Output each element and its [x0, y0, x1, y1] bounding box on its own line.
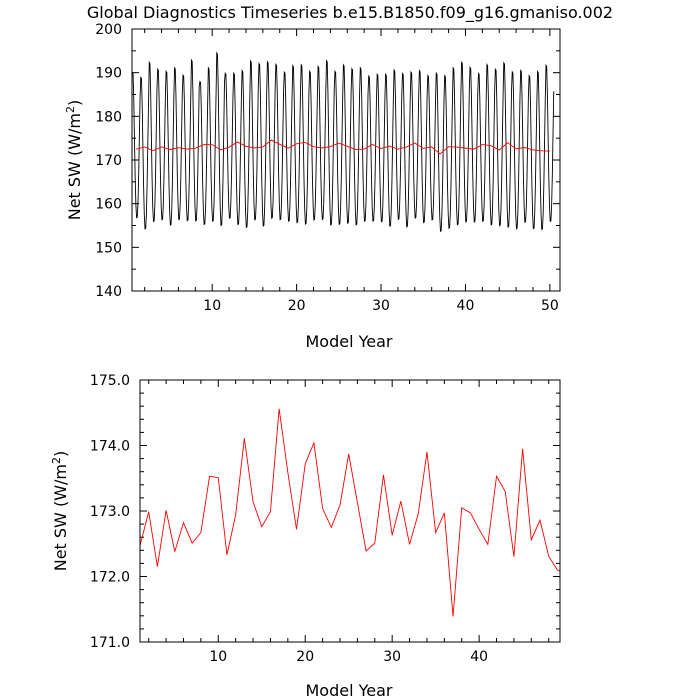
bottom-plot-series — [140, 408, 560, 617]
top-x-tick-label: 10 — [203, 298, 221, 314]
bottom-y-tick-label: 175.0 — [90, 373, 130, 389]
bottom-y-tick-label: 173.0 — [90, 504, 130, 520]
bottom-y-tick-label: 172.0 — [90, 570, 130, 586]
bottom-y-axis-label: Net SW (W/m2) — [50, 451, 70, 572]
top-series-0 — [132, 51, 555, 233]
bottom-x-tick-label: 40 — [470, 649, 488, 665]
top-plot-ticks: 10 20 30 40 50 140 150 160 170 180 190 200 — [95, 22, 560, 314]
top-x-tick-label: 40 — [457, 298, 475, 314]
bottom-y-tick-label: 174.0 — [90, 439, 130, 455]
top-plot-series — [132, 51, 555, 233]
top-x-axis-label: Model Year — [306, 332, 393, 351]
bottom-plot-ticks: 10 20 30 40 171.0 172.0 173.0 174.0 175.0 — [90, 373, 560, 665]
bottom-x-tick-label: 30 — [383, 649, 401, 665]
top-y-tick-label: 160 — [95, 197, 122, 213]
top-x-tick-label: 20 — [288, 298, 306, 314]
bottom-x-tick-label: 10 — [209, 649, 227, 665]
top-y-tick-label: 150 — [95, 240, 122, 256]
top-x-tick-label: 50 — [541, 298, 559, 314]
bottom-plot-frame — [139, 379, 561, 643]
top-y-tick-label: 180 — [95, 109, 122, 125]
bottom-x-tick-label: 20 — [296, 649, 314, 665]
page-title: Global Diagnostics Timeseries b.e15.B185… — [87, 3, 613, 23]
top-plot-frame — [131, 28, 561, 292]
top-y-tick-label: 200 — [95, 22, 122, 38]
top-x-tick-label: 30 — [372, 298, 390, 314]
bottom-series-0 — [140, 408, 560, 617]
top-y-axis-label: Net SW (W/m2) — [64, 100, 84, 221]
top-y-tick-label: 190 — [95, 66, 122, 82]
top-plot: 10 20 30 40 50 140 150 160 170 180 190 200 Model Ye… — [64, 22, 561, 351]
bottom-plot: 10 20 30 40 171.0 172.0 173.0 174.0 175.0 Model … — [50, 373, 561, 700]
top-y-tick-label: 140 — [95, 284, 122, 300]
top-series-1 — [136, 139, 550, 155]
bottom-x-axis-label: Model Year — [306, 681, 393, 700]
bottom-y-tick-label: 171.0 — [90, 635, 130, 651]
top-y-tick-label: 170 — [95, 153, 122, 169]
